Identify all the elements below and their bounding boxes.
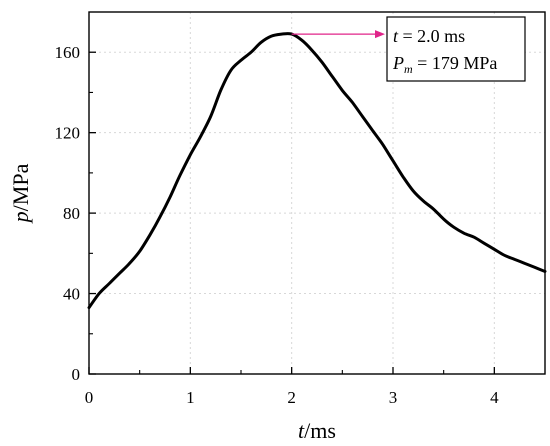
x-tick-label: 4 bbox=[490, 388, 499, 407]
x-tick-label: 0 bbox=[85, 388, 94, 407]
x-axis-var: t bbox=[298, 418, 305, 443]
annotation-p-subscript: m bbox=[404, 62, 413, 76]
y-tick-label: 80 bbox=[63, 204, 80, 223]
annotation-p-var: P bbox=[392, 53, 404, 73]
x-axis-title: t/ms bbox=[298, 418, 336, 443]
pressure-curve bbox=[87, 32, 547, 310]
y-tick-label: 0 bbox=[72, 365, 81, 384]
annotation-t-var: t bbox=[393, 26, 399, 46]
y-tick-label: 40 bbox=[63, 285, 80, 304]
x-axis-unit: /ms bbox=[304, 418, 336, 443]
plot-area-frame bbox=[88, 11, 546, 375]
annotation-line-2: Pm = 179 MPa bbox=[392, 53, 497, 76]
annotation-t-value: = 2.0 ms bbox=[398, 26, 465, 46]
x-tick-label: 2 bbox=[287, 388, 296, 407]
annotation-arrow-head bbox=[375, 30, 385, 39]
annotation-p-value: = 179 MPa bbox=[413, 53, 498, 73]
x-tick-label: 3 bbox=[389, 388, 398, 407]
annotation-box bbox=[386, 16, 526, 82]
x-tick-label: 1 bbox=[186, 388, 195, 407]
y-tick-label: 120 bbox=[55, 124, 81, 143]
y-axis-title: p/MPa bbox=[8, 163, 33, 224]
y-axis-var: p bbox=[8, 211, 33, 224]
y-tick-label: 160 bbox=[55, 43, 81, 62]
annotation-line-1: t = 2.0 ms bbox=[393, 26, 465, 46]
y-axis-unit: /MPa bbox=[8, 163, 33, 211]
